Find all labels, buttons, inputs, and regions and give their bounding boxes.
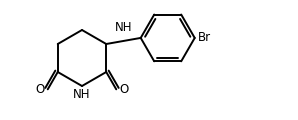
Text: Br: Br — [198, 31, 211, 44]
Text: O: O — [35, 83, 45, 96]
Text: O: O — [119, 83, 128, 96]
Text: NH: NH — [73, 88, 91, 101]
Text: NH: NH — [115, 21, 132, 34]
